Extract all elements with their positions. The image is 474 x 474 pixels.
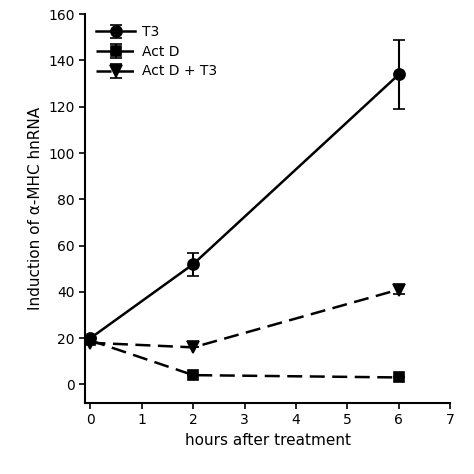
- X-axis label: hours after treatment: hours after treatment: [185, 433, 351, 448]
- Legend: T3, Act D, Act D + T3: T3, Act D, Act D + T3: [92, 21, 221, 82]
- Y-axis label: Induction of α-MHC hnRNA: Induction of α-MHC hnRNA: [28, 107, 43, 310]
